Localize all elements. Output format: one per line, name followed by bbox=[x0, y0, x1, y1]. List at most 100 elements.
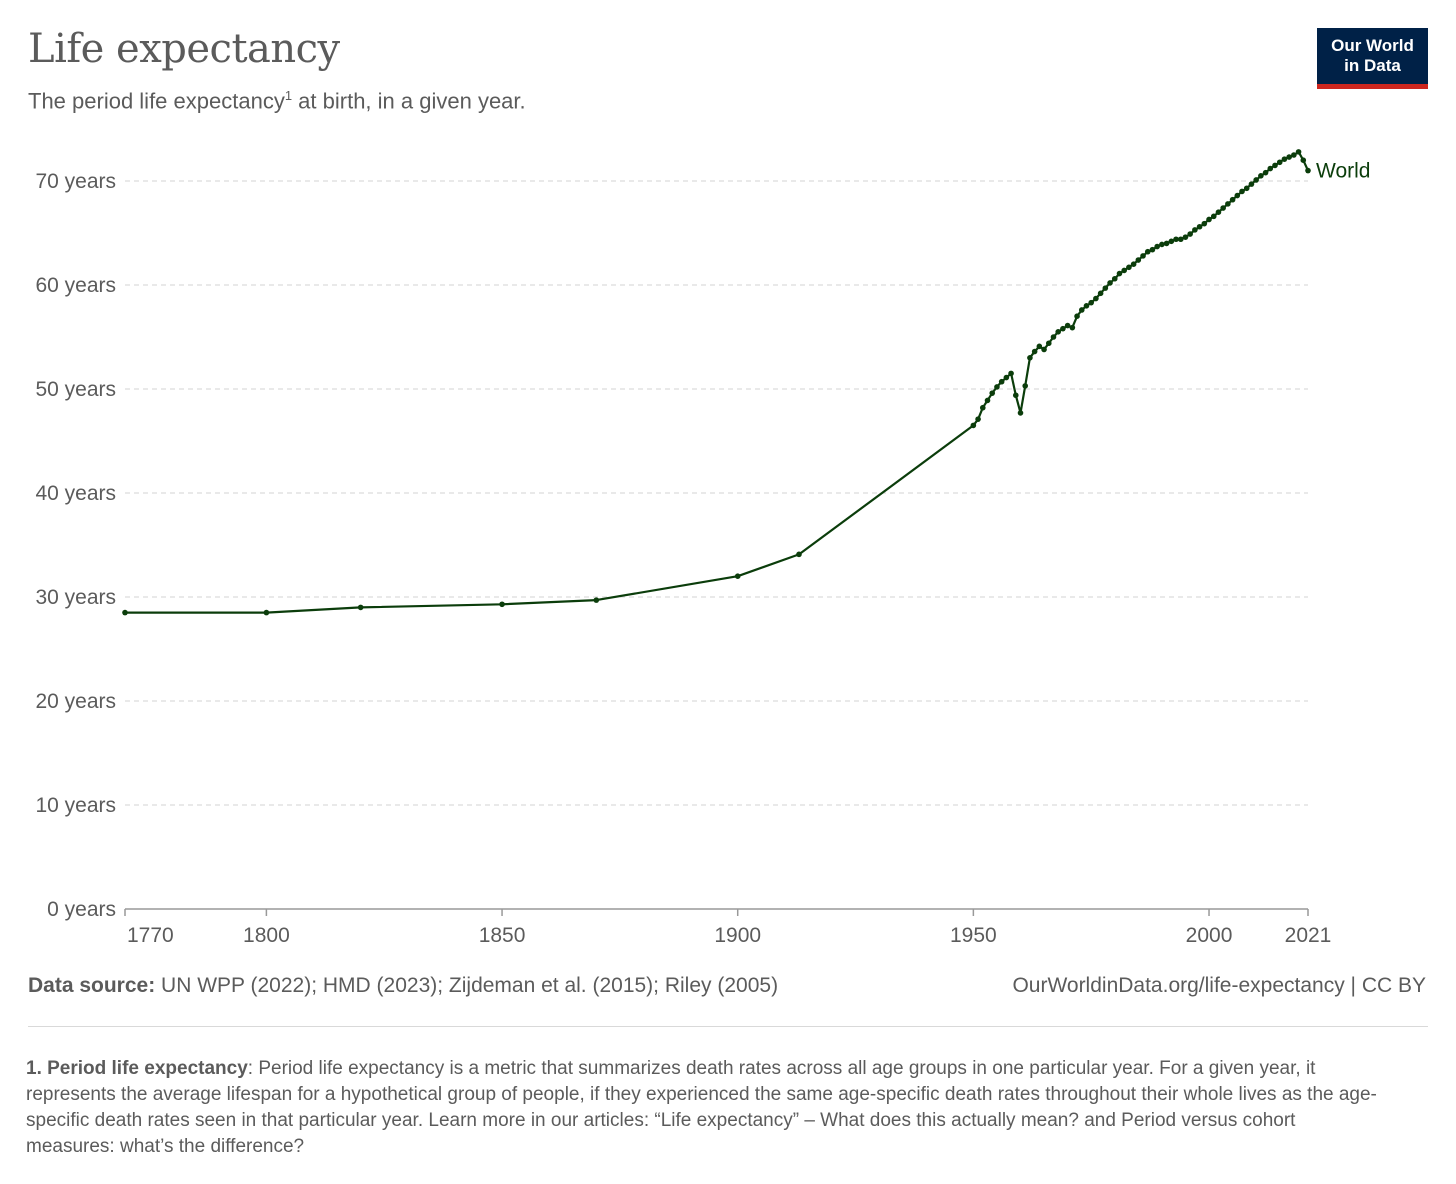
data-point[interactable] bbox=[1262, 169, 1269, 176]
data-point[interactable] bbox=[1305, 167, 1311, 174]
data-point[interactable] bbox=[1012, 392, 1019, 399]
data-point[interactable] bbox=[263, 609, 270, 616]
data-point[interactable] bbox=[1286, 154, 1292, 160]
x-tick-label: 1900 bbox=[714, 924, 761, 947]
data-point[interactable] bbox=[1210, 213, 1217, 220]
data-point[interactable] bbox=[970, 422, 977, 429]
data-point[interactable] bbox=[1258, 173, 1264, 179]
footnote-marker[interactable]: 1 bbox=[284, 88, 293, 103]
data-point[interactable] bbox=[499, 601, 505, 608]
data-point[interactable] bbox=[1121, 267, 1127, 274]
series-label[interactable]: World bbox=[1316, 160, 1370, 183]
logo-line-2: in Data bbox=[1344, 56, 1401, 75]
data-point[interactable] bbox=[1064, 322, 1071, 329]
data-point[interactable] bbox=[1116, 270, 1123, 277]
data-point[interactable] bbox=[1107, 280, 1113, 286]
x-tick-label: 1850 bbox=[479, 924, 526, 947]
y-tick-label: 30 years bbox=[35, 586, 116, 609]
data-point[interactable] bbox=[1291, 152, 1297, 158]
data-point[interactable] bbox=[1272, 162, 1278, 169]
data-point[interactable] bbox=[593, 597, 600, 603]
data-point[interactable] bbox=[1267, 165, 1274, 172]
data-point[interactable] bbox=[1154, 243, 1160, 250]
data-point[interactable] bbox=[1027, 355, 1033, 361]
subtitle-rest: at birth, in a given year. bbox=[292, 88, 526, 114]
data-point[interactable] bbox=[1163, 240, 1170, 247]
data-point[interactable] bbox=[1055, 329, 1062, 335]
data-point[interactable] bbox=[1201, 220, 1208, 227]
data-point[interactable] bbox=[1253, 177, 1259, 183]
data-point[interactable] bbox=[1182, 234, 1189, 240]
data-point[interactable] bbox=[1173, 236, 1179, 243]
data-point[interactable] bbox=[1144, 248, 1151, 255]
data-point[interactable] bbox=[998, 378, 1005, 385]
data-source-label: Data source: bbox=[28, 974, 156, 997]
data-point[interactable] bbox=[1140, 253, 1146, 259]
data-source-text[interactable]: UN WPP (2022); HMD (2023); Zijdeman et a… bbox=[155, 974, 779, 997]
y-tick-label: 40 years bbox=[35, 482, 116, 505]
data-point[interactable] bbox=[1276, 159, 1283, 166]
owid-logo[interactable]: Our World in Data bbox=[1317, 28, 1428, 89]
data-point[interactable] bbox=[1078, 307, 1085, 313]
data-point[interactable] bbox=[1159, 241, 1165, 248]
data-point[interactable] bbox=[1177, 236, 1184, 243]
data-point[interactable] bbox=[1003, 374, 1010, 381]
data-point[interactable] bbox=[796, 551, 802, 558]
data-point[interactable] bbox=[1017, 410, 1024, 416]
y-tick-label: 20 years bbox=[35, 690, 116, 713]
series-line bbox=[125, 150, 1310, 614]
data-point[interactable] bbox=[1192, 227, 1198, 233]
data-point[interactable] bbox=[1135, 257, 1142, 263]
data-point[interactable] bbox=[979, 404, 986, 411]
data-point[interactable] bbox=[1050, 334, 1057, 340]
y-tick-label: 10 years bbox=[35, 794, 116, 817]
x-tick-label: 1770 bbox=[127, 924, 174, 947]
chart-subtitle: The period life expectancy1 at birth, in… bbox=[28, 88, 526, 114]
data-point[interactable] bbox=[984, 397, 991, 404]
data-point[interactable] bbox=[1008, 370, 1014, 377]
data-point[interactable] bbox=[1300, 157, 1307, 163]
data-point[interactable] bbox=[1168, 238, 1175, 245]
data-point[interactable] bbox=[1130, 261, 1137, 268]
data-point[interactable] bbox=[1220, 205, 1226, 211]
data-point[interactable] bbox=[1229, 196, 1236, 203]
data-point[interactable] bbox=[1126, 264, 1132, 271]
data-point[interactable] bbox=[1102, 285, 1109, 291]
data-point[interactable] bbox=[1281, 156, 1288, 162]
data-point[interactable] bbox=[1093, 295, 1099, 302]
y-tick-label: 50 years bbox=[35, 378, 116, 401]
data-point[interactable] bbox=[1196, 223, 1203, 230]
data-point[interactable] bbox=[1031, 348, 1038, 355]
data-point[interactable] bbox=[357, 604, 364, 611]
data-point[interactable] bbox=[975, 416, 981, 422]
data-point[interactable] bbox=[1097, 290, 1104, 297]
data-point[interactable] bbox=[1243, 185, 1250, 192]
data-point[interactable] bbox=[1215, 209, 1222, 215]
data-point[interactable] bbox=[1060, 325, 1066, 332]
data-point[interactable] bbox=[1045, 340, 1052, 347]
data-point[interactable] bbox=[122, 609, 128, 616]
x-tick-label: 2000 bbox=[1186, 924, 1233, 947]
source-url[interactable]: OurWorldinData.org/life-expectancy | CC … bbox=[1012, 974, 1426, 997]
data-point[interactable] bbox=[734, 573, 741, 579]
data-point[interactable] bbox=[1187, 231, 1193, 237]
data-point[interactable] bbox=[994, 384, 1000, 390]
data-point[interactable] bbox=[1225, 201, 1231, 207]
data-point[interactable] bbox=[989, 390, 996, 396]
x-tick-label: 1800 bbox=[243, 924, 290, 947]
data-point[interactable] bbox=[1074, 313, 1080, 320]
y-tick-label: 0 years bbox=[47, 898, 116, 921]
data-point[interactable] bbox=[1069, 324, 1076, 331]
data-point[interactable] bbox=[1295, 149, 1302, 155]
data-point[interactable] bbox=[1149, 246, 1156, 253]
data-point[interactable] bbox=[1206, 216, 1212, 223]
data-point[interactable] bbox=[1022, 383, 1029, 389]
data-point[interactable] bbox=[1111, 275, 1118, 282]
data-point[interactable] bbox=[1083, 303, 1090, 309]
data-point[interactable] bbox=[1041, 346, 1047, 353]
data-point[interactable] bbox=[1088, 299, 1094, 306]
data-point[interactable] bbox=[1234, 192, 1241, 199]
data-point[interactable] bbox=[1239, 188, 1245, 195]
data-point[interactable] bbox=[1248, 181, 1255, 187]
data-point[interactable] bbox=[1036, 343, 1043, 350]
